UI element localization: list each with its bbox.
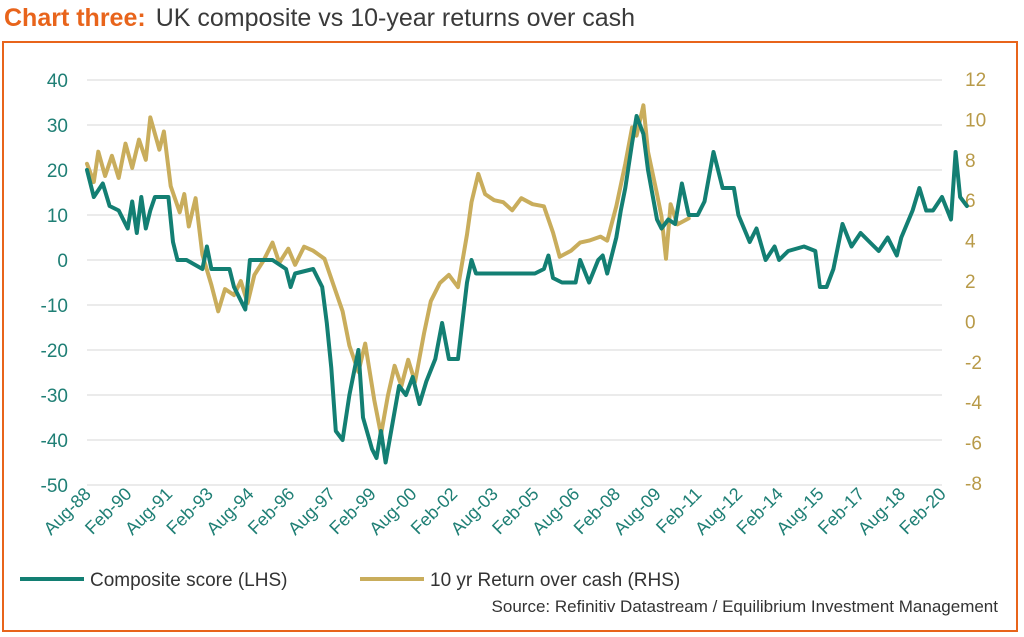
y-right-tick-label: -2 (965, 353, 982, 374)
y-right-tick-label: -8 (965, 474, 982, 495)
composite-score-line (85, 114, 969, 465)
x-tick-label: Feb-20 (895, 484, 949, 538)
chart-title: UK composite vs 10-year returns over cas… (155, 4, 636, 32)
legend-label-composite: Composite score (LHS) (90, 570, 287, 591)
y-right-tick-label: 0 (965, 312, 976, 333)
y-right-tick-label: 8 (965, 151, 976, 172)
y-left-tick-label: 10 (47, 206, 68, 227)
y-left-tick-label: -50 (41, 476, 68, 497)
y-left-tick-label: -30 (41, 386, 68, 407)
y-right-tick-label: 2 (965, 272, 976, 293)
y-right-tick-label: -4 (965, 393, 982, 414)
y-right-tick-label: 10 (965, 110, 986, 131)
y-right-tick-label: 4 (965, 232, 976, 253)
y-left-tick-label: 0 (57, 251, 68, 272)
legend-label-return: 10 yr Return over cash (RHS) (430, 570, 680, 591)
y-right-tick-label: 12 (965, 70, 986, 91)
y-right-tick-label: -6 (965, 434, 982, 455)
y-right-tick-label: 6 (965, 191, 976, 212)
chart-frame: 40 30 20 10 0 -10 -20 -30 -40 -50 12 10 8 6 4 2 0 -2 -4 -6-… (2, 41, 1018, 632)
source-note: Source: Refinitiv Datastream / Equilibri… (491, 597, 998, 616)
line-chart: 403020100-10-20-30-40-50121086420-2-4-6-… (20, 70, 986, 591)
y-left-tick-label: 30 (47, 116, 68, 137)
y-left-tick-label: -20 (41, 341, 68, 362)
y-left-tick-label: 20 (47, 161, 68, 182)
chart-title-row: Chart three: UK composite vs 10-year retu… (4, 2, 635, 34)
return-over-cash-line (85, 103, 691, 437)
y-left-tick-label: 40 (47, 71, 68, 92)
y-left-tick-label: -10 (41, 296, 68, 317)
y-left-tick-label: -40 (41, 431, 68, 452)
chart-number-label: Chart three: (4, 4, 146, 32)
